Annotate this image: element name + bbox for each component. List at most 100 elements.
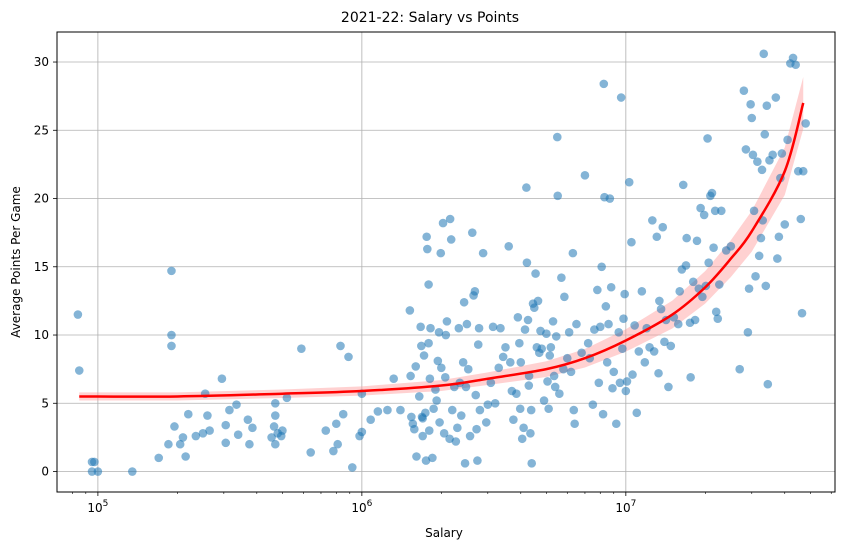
- data-point: [424, 426, 434, 435]
- data-point: [164, 439, 173, 449]
- data-point: [424, 280, 433, 289]
- data-point: [747, 113, 757, 123]
- data-point: [529, 303, 539, 313]
- data-point: [620, 289, 629, 299]
- data-point: [526, 429, 535, 438]
- data-point: [523, 315, 533, 325]
- data-point: [154, 453, 164, 463]
- data-point: [761, 281, 771, 291]
- data-point: [461, 382, 471, 392]
- y-axis-label: Average Points Per Game: [9, 186, 23, 338]
- data-point: [474, 323, 484, 333]
- x-axis-label: Salary: [425, 526, 463, 540]
- x-tick-label: 106: [351, 499, 372, 515]
- data-point: [434, 328, 444, 337]
- data-point: [406, 371, 415, 381]
- data-point: [710, 206, 720, 216]
- data-point: [411, 362, 421, 371]
- data-point: [297, 344, 306, 353]
- data-point: [699, 210, 709, 220]
- data-point: [417, 341, 426, 351]
- data-point: [798, 166, 808, 176]
- data-point: [690, 315, 700, 325]
- data-point: [167, 330, 176, 340]
- data-point: [608, 383, 617, 393]
- data-point: [170, 422, 179, 431]
- data-point: [465, 431, 475, 441]
- data-point: [513, 312, 523, 322]
- data-point: [748, 150, 758, 160]
- data-point: [396, 405, 405, 415]
- data-point: [751, 272, 760, 281]
- data-point: [658, 222, 668, 232]
- data-point: [436, 248, 446, 258]
- data-point: [777, 149, 787, 158]
- data-point: [615, 378, 625, 388]
- data-point: [516, 358, 526, 367]
- data-point: [271, 398, 280, 408]
- data-point: [768, 150, 777, 160]
- data-point: [383, 405, 392, 415]
- data-point: [282, 393, 292, 403]
- data-point: [640, 358, 650, 367]
- data-point: [90, 457, 99, 467]
- data-point: [439, 429, 449, 438]
- y-tick-label: 30: [34, 55, 49, 69]
- data-point: [762, 101, 772, 111]
- data-point: [577, 348, 586, 358]
- data-point: [544, 404, 553, 414]
- data-point: [609, 367, 619, 377]
- data-point: [433, 356, 443, 366]
- data-point: [405, 306, 415, 315]
- data-point: [429, 404, 438, 414]
- data-point: [796, 214, 806, 224]
- data-point: [515, 404, 525, 414]
- data-point: [483, 400, 493, 409]
- data-point: [412, 452, 421, 461]
- data-point: [583, 338, 593, 348]
- data-point: [774, 232, 784, 242]
- data-point: [682, 233, 691, 243]
- data-points: [73, 49, 810, 476]
- regression-fit-group: [79, 102, 805, 398]
- data-point: [435, 418, 444, 427]
- data-point: [167, 341, 176, 351]
- data-point: [373, 407, 383, 416]
- data-point: [735, 364, 744, 374]
- data-point: [555, 389, 564, 399]
- data-point: [564, 328, 574, 337]
- y-tick-label: 5: [41, 396, 49, 410]
- data-point: [756, 233, 766, 243]
- data-point: [627, 237, 636, 247]
- data-point: [456, 411, 466, 420]
- data-point: [760, 130, 770, 139]
- data-point: [522, 258, 532, 267]
- data-point: [515, 338, 524, 348]
- data-point: [726, 242, 736, 251]
- data-point: [560, 292, 569, 302]
- data-point: [520, 325, 530, 334]
- data-point: [481, 418, 491, 427]
- data-point: [602, 358, 612, 367]
- data-point: [517, 434, 527, 444]
- data-point: [618, 344, 627, 353]
- data-point: [331, 419, 341, 429]
- data-point: [426, 323, 435, 333]
- data-point: [232, 400, 241, 409]
- data-point: [707, 188, 717, 198]
- data-point: [488, 322, 498, 332]
- data-point: [619, 314, 628, 323]
- data-point: [599, 79, 609, 89]
- data-point: [654, 368, 663, 378]
- data-point: [183, 409, 193, 419]
- y-tick-label: 25: [34, 123, 49, 137]
- data-point: [652, 232, 662, 242]
- data-point: [74, 366, 84, 375]
- data-point: [709, 243, 718, 252]
- data-point: [595, 322, 605, 332]
- data-point: [713, 314, 723, 323]
- data-point: [336, 341, 345, 351]
- data-point: [628, 370, 637, 379]
